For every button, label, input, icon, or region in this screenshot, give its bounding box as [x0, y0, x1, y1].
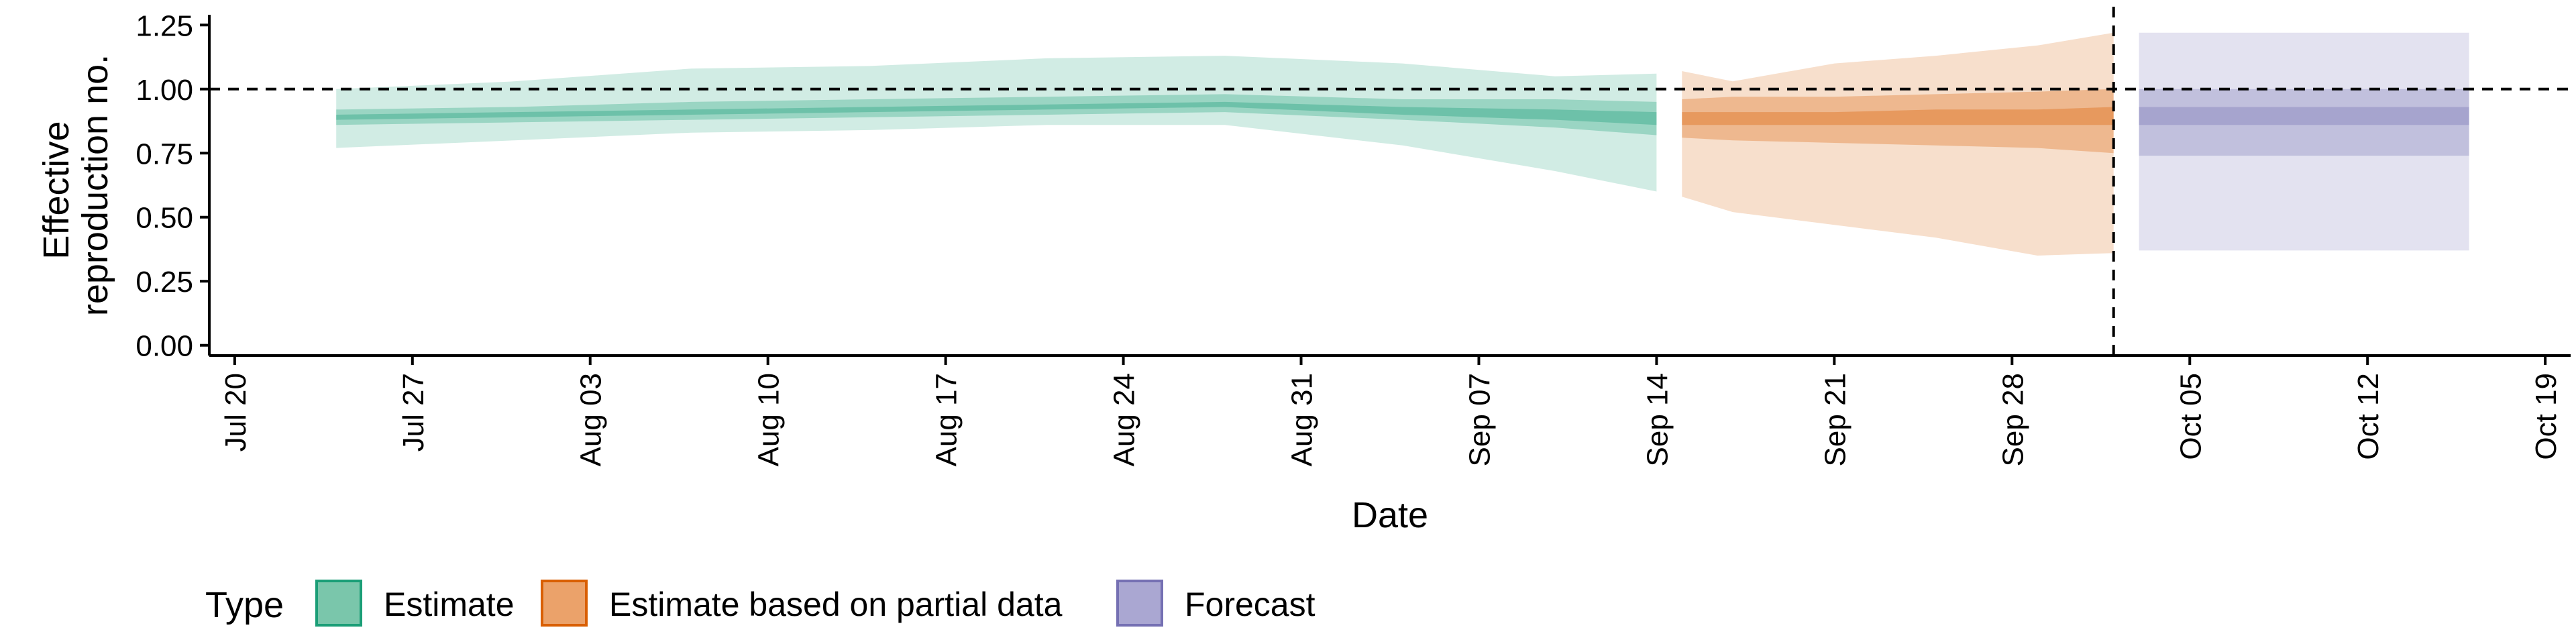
x-tick-label: Oct 05 — [2174, 373, 2207, 460]
band-forecast-ci20 — [2139, 107, 2469, 125]
x-axis-ticks: Jul 20 Jul 27 Aug 03 Aug 10 Aug 17 Aug 24 Aug … — [219, 356, 2563, 466]
legend-item-estimate-based-on-partial-data: Estimate based on partial data — [541, 580, 1063, 627]
legend-item-estimate: Estimate — [315, 580, 515, 627]
x-tick-label: Sep 14 — [1641, 373, 1674, 466]
legend-key — [1116, 580, 1163, 627]
y-axis-title: Effective reproduction no. — [36, 54, 115, 316]
y-tick-label: 0.75 — [136, 138, 193, 170]
legend-key — [541, 580, 588, 627]
legend-items: Estimate Estimate based on partial data Fo… — [315, 580, 1316, 627]
legend: Type Estimate Estimate based on partial d… — [205, 580, 1316, 627]
y-axis-ticks: 0.00 0.25 0.50 0.75 1.00 1.25 — [136, 9, 209, 363]
x-tick-label: Sep 28 — [1996, 373, 2029, 466]
band-forecast-ci90 — [2139, 32, 2469, 251]
axes: 0.00 0.25 0.50 0.75 1.00 1.25 Jul 20 Jul 27 Aug… — [136, 9, 2571, 466]
x-tick-label: Aug 10 — [753, 373, 786, 466]
y-tick-label: 1.00 — [136, 74, 193, 107]
band-estimate-based-on-partial-data-ci20 — [1682, 107, 2114, 125]
y-tick-label: 1.25 — [136, 9, 193, 42]
series-forecast — [2139, 32, 2469, 251]
y-tick-label: 0.50 — [136, 202, 193, 235]
x-tick-label: Sep 07 — [1463, 373, 1496, 466]
band-estimate-ci50 — [336, 94, 1657, 136]
y-tick-label: 0.00 — [136, 330, 193, 363]
plot-bands — [336, 32, 2469, 256]
y-tick-label: 0.25 — [136, 266, 193, 299]
x-tick-label: Aug 03 — [575, 373, 608, 466]
band-estimate-ci20 — [336, 101, 1657, 125]
y-axis-title-line-1: Effective — [36, 121, 76, 259]
legend-label: Estimate — [384, 586, 515, 623]
x-tick-label: Jul 20 — [219, 373, 252, 451]
x-tick-label: Sep 21 — [1819, 373, 1851, 466]
x-axis-title: Date — [1352, 495, 1428, 535]
legend-key — [315, 580, 362, 627]
x-tick-label: Jul 27 — [397, 373, 430, 451]
reference-lines — [209, 7, 2571, 356]
legend-item-forecast: Forecast — [1116, 580, 1316, 627]
series-estimate — [336, 56, 1657, 192]
x-tick-label: Aug 24 — [1108, 373, 1141, 466]
y-axis-title-line-2: reproduction no. — [75, 54, 115, 316]
x-tick-label: Aug 17 — [930, 373, 963, 466]
band-estimate-ci90 — [336, 56, 1657, 192]
legend-title: Type — [205, 585, 284, 625]
x-tick-label: Aug 31 — [1286, 373, 1319, 466]
band-estimate-based-on-partial-data-ci50 — [1682, 89, 2114, 154]
legend-label: Estimate based on partial data — [609, 586, 1063, 623]
band-forecast-ci50 — [2139, 89, 2469, 156]
x-tick-label: Oct 19 — [2530, 373, 2563, 460]
legend-label: Forecast — [1185, 586, 1316, 623]
x-tick-label: Oct 12 — [2352, 373, 2385, 460]
series-estimate-based-on-partial-data — [1682, 32, 2114, 256]
